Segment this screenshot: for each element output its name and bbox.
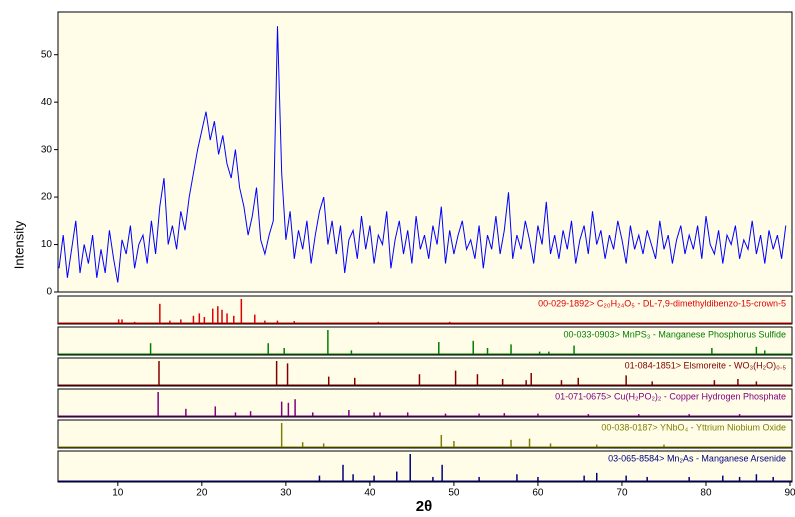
x-tick-label: 10 <box>112 488 124 499</box>
reference-label: 01-084-1851> Elsmoreite - WO₃(H₂O)₀.₅ <box>625 360 787 370</box>
y-tick-label: 10 <box>41 239 53 250</box>
reference-panel <box>57 357 793 387</box>
reference-panel <box>57 326 793 356</box>
reference-label: 00-038-0187> YNbO₄ - Yttrium Niobium Oxi… <box>601 422 786 432</box>
reference-label: 00-033-0903> MnPS₃ - Manganese Phosphoru… <box>563 329 786 339</box>
reference-panel <box>57 295 793 325</box>
plot-area <box>57 11 793 293</box>
reference-label: 01-071-0675> Cu(H₂PO₂)₂ - Copper Hydroge… <box>555 391 786 401</box>
x-tick-label: 90 <box>784 488 795 499</box>
y-tick-label: 20 <box>41 192 53 203</box>
reference-panel <box>57 419 793 449</box>
y-tick-label: 0 <box>46 287 52 298</box>
reference-label: 00-029-1892> C₂₀H₂₄O₅ - DL-7,9-dimethyld… <box>538 298 786 308</box>
reference-label: 03-065-8584> Mn₂As - Manganese Arsenide <box>608 453 786 463</box>
reference-panel <box>57 450 793 483</box>
reference-panel <box>57 388 793 418</box>
x-axis-title: 2θ <box>416 498 432 515</box>
x-tick-label: 60 <box>532 488 544 499</box>
x-tick-label: 40 <box>364 488 376 499</box>
diffraction-line <box>58 26 787 283</box>
y-tick-label: 30 <box>41 144 53 155</box>
x-tick-label: 70 <box>616 488 628 499</box>
y-tick-label: 50 <box>41 49 53 60</box>
y-axis-title: Intensity <box>11 220 26 269</box>
y-tick-label: 40 <box>41 97 53 108</box>
x-tick-label: 20 <box>196 488 208 499</box>
x-tick-label: 30 <box>280 488 292 499</box>
x-tick-label: 50 <box>448 488 460 499</box>
x-tick-label: 80 <box>700 488 712 499</box>
